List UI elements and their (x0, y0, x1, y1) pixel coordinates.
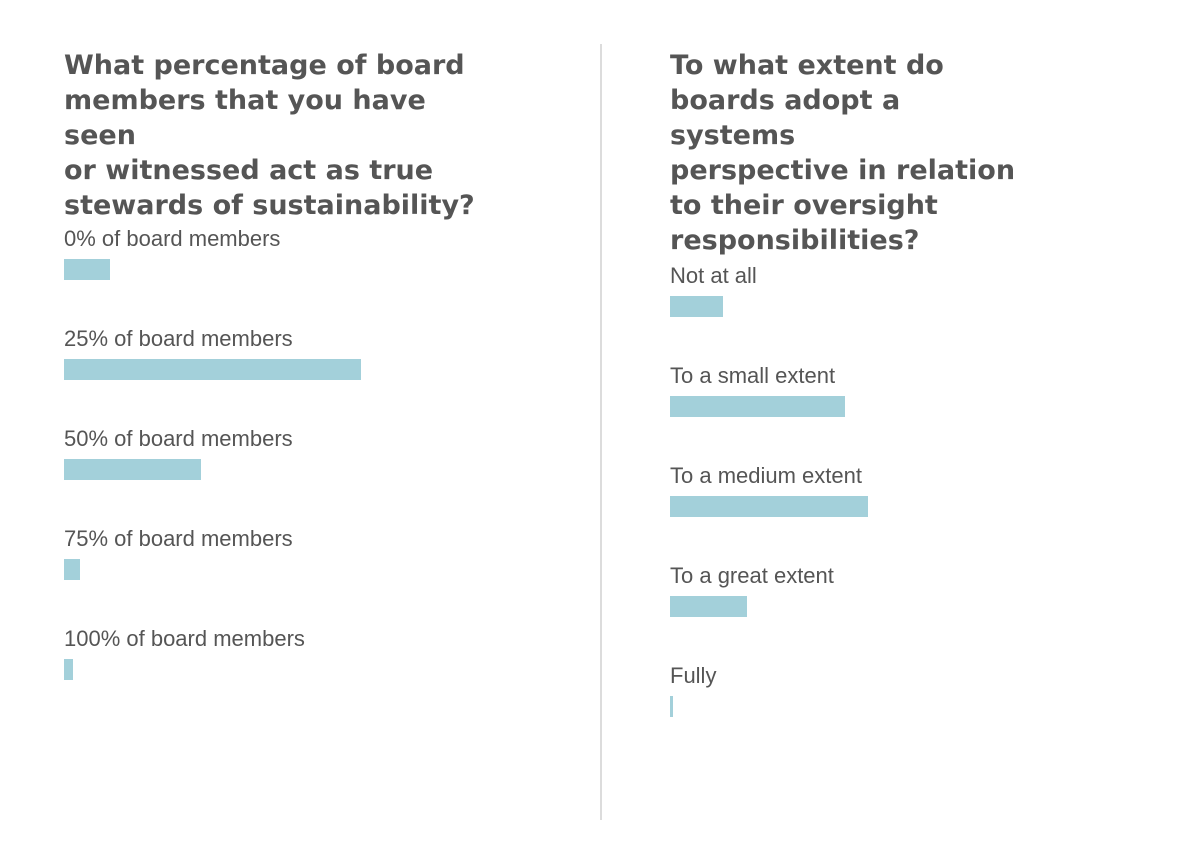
chart-right-rows: Not at all To a small extent To a medium… (670, 262, 1170, 762)
bar-label: To a medium extent (670, 463, 862, 488)
chart-left: What percentage of board members that yo… (64, 0, 564, 859)
bar-row: 50% of board members (64, 425, 564, 525)
bar-track (64, 559, 364, 580)
bar-track (64, 259, 364, 280)
bar-row: To a medium extent (670, 462, 1170, 562)
bar-track (670, 396, 970, 417)
bar-label: 75% of board members (64, 526, 293, 551)
bar (670, 696, 673, 717)
bar-label: To a small extent (670, 363, 836, 388)
bar-row: Not at all (670, 262, 1170, 362)
bar (64, 459, 201, 480)
chart-left-title: What percentage of board members that yo… (64, 50, 475, 221)
bar-row: 100% of board members (64, 625, 564, 725)
bar-row: 0% of board members (64, 225, 564, 325)
chart-left-rows: 0% of board members 25% of board members… (64, 225, 564, 725)
bar-label: 0% of board members (64, 226, 281, 251)
bar (670, 296, 723, 317)
bar-label: Not at all (670, 263, 757, 288)
bar (670, 496, 868, 517)
bar-label: Fully (670, 663, 717, 688)
bar (670, 596, 747, 617)
bar-label: 50% of board members (64, 426, 293, 451)
chart-right: To what extent do boards adopt a systems… (670, 0, 1170, 859)
bar-label: To a great extent (670, 563, 834, 588)
bar-track (670, 296, 970, 317)
bar (64, 559, 80, 580)
bar-track (670, 496, 970, 517)
bar-row: Fully (670, 662, 1170, 762)
bar (64, 259, 110, 280)
bar-row: To a great extent (670, 562, 1170, 662)
chart-right-title: To what extent do boards adopt a systems… (670, 50, 1016, 256)
bar-track (64, 659, 364, 680)
bar (64, 359, 361, 380)
bar (670, 396, 845, 417)
panel-divider (600, 44, 602, 820)
bar-row: 75% of board members (64, 525, 564, 625)
bar-track (670, 596, 970, 617)
bar-label: 100% of board members (64, 626, 305, 651)
bar-label: 25% of board members (64, 326, 293, 351)
bar-row: To a small extent (670, 362, 1170, 462)
bar (64, 659, 73, 680)
bar-track (64, 459, 364, 480)
bar-track (670, 696, 970, 717)
bar-track (64, 359, 364, 380)
bar-row: 25% of board members (64, 325, 564, 425)
